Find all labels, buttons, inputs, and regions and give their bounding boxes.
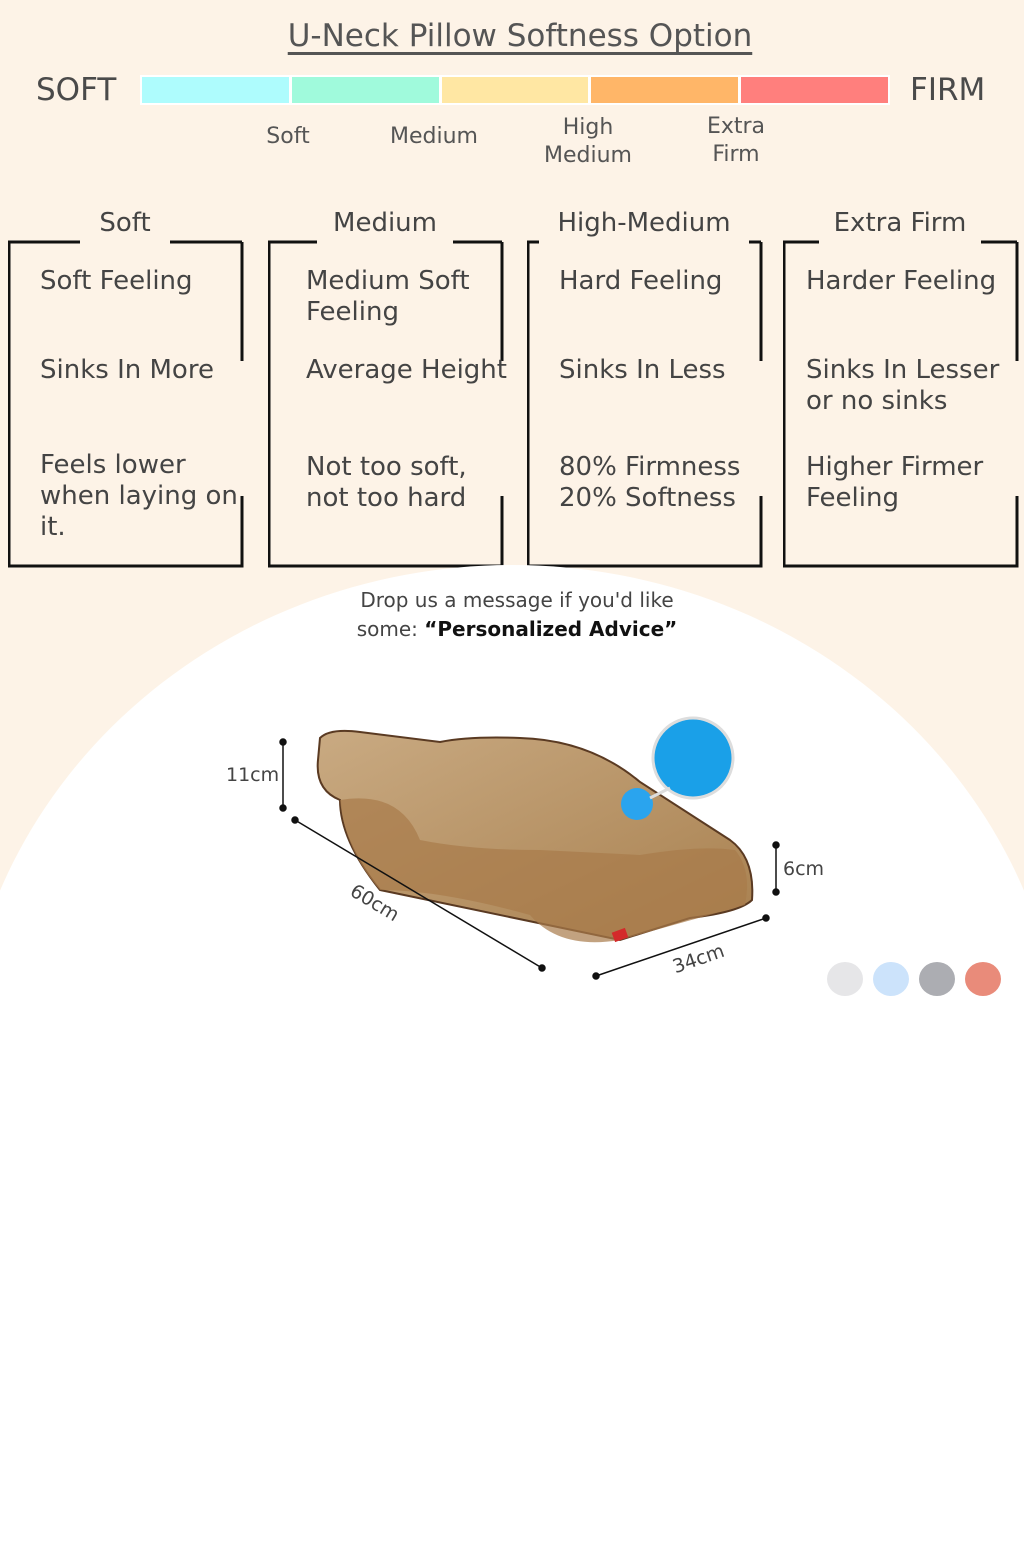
- level-label-medium: Medium: [390, 124, 478, 149]
- option-feature: Soft Feeling: [40, 266, 193, 296]
- scale-segment-1: [291, 77, 439, 103]
- level-label-extra-firm: Extra Firm: [706, 114, 766, 167]
- pillow-illustration: [279, 716, 780, 980]
- level-label-soft: Soft: [266, 124, 310, 149]
- color-swatch[interactable]: [965, 962, 1001, 996]
- softness-scale-bar: [140, 75, 890, 105]
- option-card-extra-firm: Extra Firm Harder Feeling Sinks In Lesser …: [783, 205, 1019, 568]
- color-swatch[interactable]: [873, 962, 909, 996]
- dimension-back-height: 11cm: [226, 764, 280, 786]
- option-feature: Sinks In Less: [559, 355, 726, 385]
- scale-segment-0: [142, 77, 289, 103]
- option-title: Medium: [333, 208, 437, 238]
- option-feature: Higher Firmer Feeling: [806, 452, 984, 513]
- message-prefix: some:: [356, 617, 425, 641]
- option-title: Soft: [99, 208, 151, 238]
- option-feature: Medium Soft Feeling: [306, 266, 470, 327]
- option-feature: Not too soft, not too hard: [306, 452, 467, 513]
- message-line: Drop us a message if you'd like: [360, 588, 674, 612]
- option-feature: Harder Feeling: [806, 266, 997, 296]
- gel-zoom-circle: [651, 716, 735, 800]
- option-card-soft: Soft Soft Feeling Sinks In More Feels lower…: [8, 205, 244, 568]
- option-feature: Feels lower when laying on it.: [40, 450, 238, 542]
- page-title: U-Neck Pillow Softness Option: [287, 18, 753, 54]
- scale-segment-3: [591, 77, 739, 103]
- option-feature: Sinks In More: [40, 355, 214, 385]
- option-title: Extra Firm: [833, 208, 967, 238]
- firm-end-label: FIRM: [910, 72, 986, 108]
- scale-segment-2: [441, 77, 589, 103]
- option-feature: Hard Feeling: [559, 266, 723, 296]
- soft-end-label: SOFT: [36, 72, 117, 108]
- color-swatch[interactable]: [919, 962, 955, 996]
- message-highlight: “Personalized Advice”: [424, 617, 678, 641]
- option-title: High-Medium: [557, 208, 731, 238]
- dimension-front-height: 6cm: [783, 858, 825, 880]
- option-card-medium: Medium Medium Soft Feeling Average Height N…: [268, 205, 507, 568]
- color-swatch[interactable]: [827, 962, 863, 996]
- scale-segment-4: [741, 77, 888, 103]
- level-label-high-medium: High Medium: [544, 115, 632, 168]
- option-feature: 80% Firmness 20% Softness: [559, 452, 741, 513]
- advice-message: Drop us a message if you'd like some: “P…: [0, 586, 1024, 644]
- option-feature: Average Height: [306, 355, 507, 385]
- option-feature: Sinks In Lesser or no sinks: [806, 355, 1000, 416]
